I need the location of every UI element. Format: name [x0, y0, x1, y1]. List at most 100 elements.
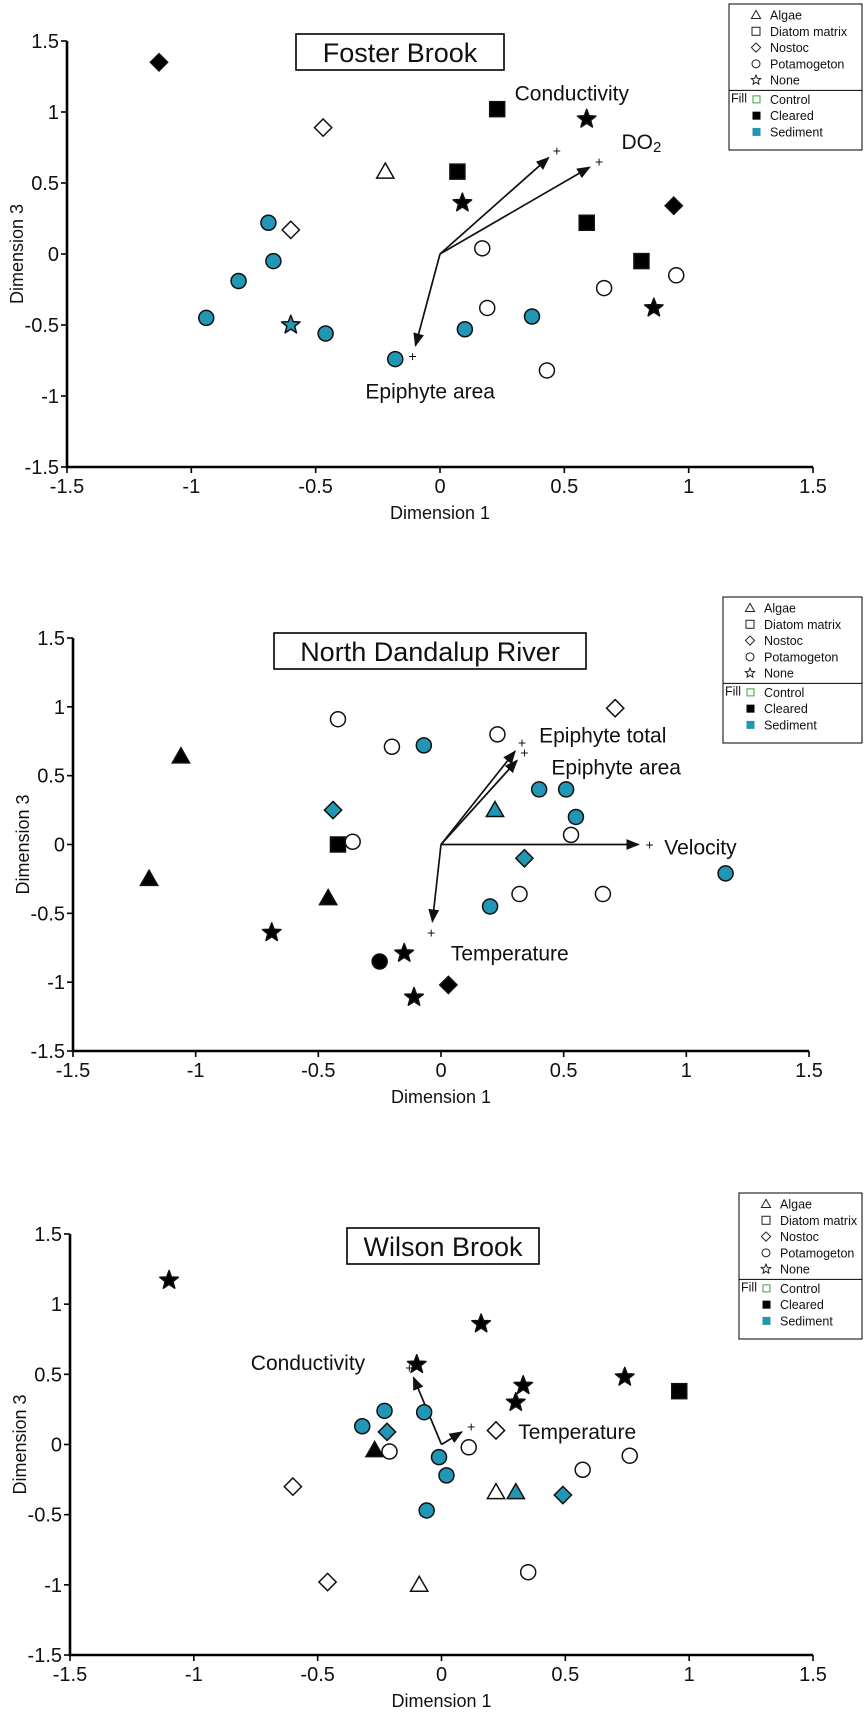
legend: Algae Diatom matrix Nostoc Potamogeton None F…	[722, 596, 863, 744]
data-point-triangle	[171, 746, 191, 764]
legend-label: None	[770, 74, 800, 88]
y-tick-label: 1	[51, 1294, 62, 1316]
legend-label: Nostoc	[770, 41, 809, 55]
data-point-star	[576, 108, 597, 128]
data-point-circle	[456, 321, 474, 338]
data-point-circle	[481, 898, 499, 915]
vector-epiphyte-total: + Epiphyte total	[440, 725, 666, 846]
vector-label: Velocity	[664, 836, 737, 859]
legend-marker-triangle	[750, 9, 762, 19]
data-point-circle	[260, 214, 277, 232]
x-tick-label: -1	[185, 1664, 203, 1686]
legend-label: Diatom matrix	[764, 618, 842, 632]
y-tick-label: 0.5	[31, 173, 59, 195]
vector-label: Conductivity	[515, 83, 630, 106]
data-point-circle	[621, 1447, 638, 1464]
data-point-star	[513, 1375, 534, 1395]
legend-fill-swatch-cleared	[746, 704, 755, 713]
data-point-circle	[344, 833, 361, 850]
vector-endpoint-mark: +	[595, 154, 603, 170]
y-tick-label: 0	[54, 835, 65, 857]
legend-marker-triangle	[760, 1198, 772, 1208]
data-point-star	[505, 1391, 526, 1412]
legend-fill-label: Control	[780, 1282, 820, 1296]
data-point-triangle	[409, 1574, 430, 1593]
data-point-star	[159, 1269, 180, 1289]
legend-fill-label: Cleared	[780, 1298, 824, 1312]
vector-label: Epiphyte total	[539, 725, 666, 748]
data-point-diamond	[553, 1485, 573, 1505]
x-tick-label: -1.5	[56, 1060, 90, 1082]
vector-arrow	[440, 750, 516, 846]
data-point-square	[671, 1382, 688, 1400]
chart-title: North Dandalup River	[300, 637, 560, 667]
legend-fill-swatch-sediment	[762, 1316, 771, 1325]
vector-temperature: + Temperature	[427, 844, 569, 965]
y-tick-label: -1.5	[31, 1041, 65, 1063]
vector-endpoint-mark: +	[645, 837, 653, 853]
vector-arrow	[441, 1431, 464, 1446]
data-point-triangle	[505, 1482, 526, 1500]
data-point-triangle	[139, 868, 159, 887]
data-point-diamond	[323, 800, 343, 820]
legend-fill-heading: Fill	[741, 1280, 757, 1294]
x-tick-label: 1.5	[799, 476, 827, 498]
data-point-diamond	[664, 196, 684, 216]
legend-fill-label: Sediment	[780, 1314, 833, 1328]
legend-fill-heading: Fill	[731, 91, 747, 105]
chart-title-box	[273, 632, 587, 670]
legend-fill-label: Cleared	[764, 702, 808, 716]
x-tick-label: -1.5	[53, 1664, 87, 1686]
x-tick-label: -0.5	[301, 1060, 335, 1082]
data-point-circle	[386, 350, 404, 368]
y-tick-label: 0	[51, 1435, 62, 1457]
data-point-circle	[562, 826, 580, 844]
data-points	[159, 1269, 688, 1593]
legend-fill-label: Control	[764, 686, 804, 700]
legend-box	[728, 3, 863, 151]
x-tick-label: 1	[683, 476, 694, 498]
y-tick-label: -1	[44, 1575, 62, 1597]
chart-panel-north-dandalup-river: -1.5 -1 -0.5 0 0.5 1 1.5 1.5 1 0.5 0 -0.5 -1 -1.5 Dime…	[13, 596, 863, 1107]
vector-endpoint-mark: +	[467, 1418, 475, 1434]
data-point-star	[614, 1366, 635, 1386]
y-tick-label: 0	[48, 244, 59, 266]
legend-fill-swatch-control	[752, 95, 761, 104]
data-point-star	[452, 192, 473, 212]
x-axis-label: Dimension 1	[390, 503, 490, 523]
vector-endpoint-mark: +	[553, 142, 561, 158]
data-point-circle	[381, 1443, 398, 1460]
x-tick-label: 0.5	[551, 1664, 579, 1686]
y-tick-label: -0.5	[25, 315, 59, 337]
vector-temperature: + Temperature	[441, 1418, 636, 1446]
data-point-star	[394, 942, 415, 962]
data-point-diamond	[317, 1572, 338, 1592]
legend-fill-swatch-control	[746, 688, 755, 697]
legend-fill-heading: Fill	[725, 684, 741, 698]
legend-label: Nostoc	[780, 1230, 819, 1244]
legend-marker-circle	[751, 59, 761, 69]
data-point-square	[578, 214, 595, 232]
vector-arrow	[413, 253, 441, 347]
legend: Algae Diatom matrix Nostoc Potamogeton None F…	[728, 3, 863, 151]
data-point-diamond	[313, 117, 333, 138]
data-point-square	[449, 163, 466, 180]
legend: Algae Diatom matrix Nostoc Potamogeton None F…	[738, 1192, 863, 1340]
legend-marker-square	[761, 1215, 771, 1225]
data-point-circle	[415, 1403, 433, 1421]
data-point-circle	[489, 726, 506, 743]
data-point-triangle	[375, 161, 396, 179]
chart-title: Foster Brook	[323, 38, 478, 68]
data-point-circle	[567, 808, 585, 826]
legend-label: Algae	[764, 602, 796, 616]
data-point-circle	[523, 308, 541, 325]
data-points	[149, 52, 685, 379]
data-point-diamond	[514, 848, 535, 868]
x-tick-label: 1.5	[799, 1664, 827, 1686]
y-tick-label: 1.5	[34, 1224, 62, 1246]
y-tick-label: -1.5	[25, 457, 59, 479]
vector-label: Epiphyte area	[551, 756, 681, 779]
legend-fill-label: Cleared	[770, 109, 814, 123]
vector-arrow	[428, 844, 442, 924]
data-point-circle	[511, 885, 528, 903]
